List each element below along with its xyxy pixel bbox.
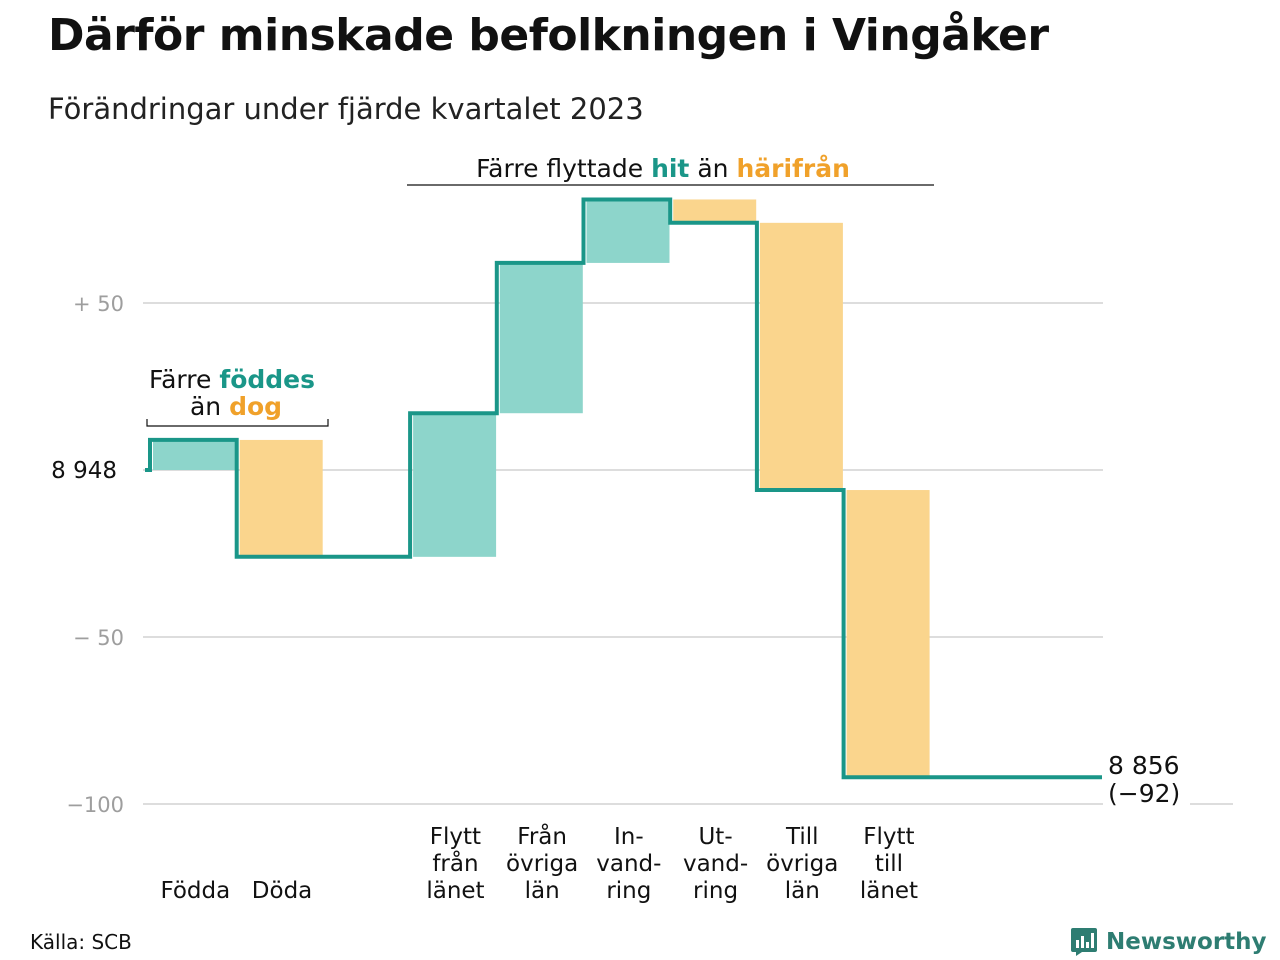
newsworthy-chart-icon [1071,928,1097,956]
waterfall-chart: + 50 8 948 − 50 −100 Födda Döda Flytt från läne… [51,154,1233,904]
bar-utvandring [673,199,757,223]
brand-logo[interactable]: Newsworthy [1070,924,1267,960]
births-annotation-line1: Färre föddes [149,365,315,394]
bars [153,199,930,778]
y-axis-ticks: + 50 8 948 − 50 −100 [51,292,124,817]
moves-annotation-orange: härifrån [736,154,849,183]
bar-fodda [153,439,236,470]
end-change-label: (−92) [1108,779,1180,808]
bar-flytt_till_lanet [846,490,930,778]
category-label-till_ovriga_lan: Till övriga län [766,824,838,904]
chart-title: Därför minskade befolkningen i Vingåker [48,10,1049,61]
grid-lines [143,302,1233,805]
births-annotation-prefix: Färre [149,365,219,394]
births-annotation-teal: föddes [219,365,315,394]
moves-annotation-teal: hit [651,154,689,183]
births-annotation-orange: dog [229,392,282,421]
chart-subtitle: Förändringar under fjärde kvartalet 2023 [48,92,644,126]
moves-annotation-middle: än [689,154,736,183]
category-label-doda: Döda [252,878,312,904]
moves-annotation: Färre flyttade hit än härifrån [476,154,850,183]
bar-flytt_fran_lanet [413,413,497,557]
category-label-fran_ovriga_lan: Från övriga län [506,822,578,904]
y-start-value-label: 8 948 [51,458,117,484]
births-annotation-bracket [146,419,329,427]
bar-invandring [586,199,670,263]
births-annotation-line2: än dog [190,392,282,421]
bar-till_ovriga_lan [759,222,843,491]
cumulative-line [145,197,1102,780]
brand-name: Newsworthy [1106,929,1267,955]
cumulative-step-line [145,197,1102,780]
source-note: Källa: SCB [30,930,132,954]
end-value-label: 8 856 [1108,751,1180,780]
bar-doda [239,439,323,557]
category-label-utvandring: Ut-vand-ring [683,824,748,904]
y-tick-label: + 50 [73,292,124,316]
end-labels: 8 856 (−92) [1108,751,1180,808]
moves-annotation-prefix: Färre flyttade [476,154,651,183]
births-annotation-prefix2: än [190,392,229,421]
annotations: Färre föddes än dog Färre flyttade hit ä… [146,154,934,427]
y-tick-label: − 50 [73,626,124,650]
category-label-flytt_fran_lanet: Flytt från länet [426,824,484,904]
category-labels: Födda Döda Flytt från länet Från övriga län In-v… [160,822,918,904]
category-label-flytt_till_lanet: Flytt till länet [860,824,918,904]
bar-fran_ovriga_lan [499,262,583,414]
y-tick-label: −100 [66,793,124,817]
category-label-invandring: In-vand-ring [596,824,661,904]
category-label-fodda: Födda [160,878,230,904]
